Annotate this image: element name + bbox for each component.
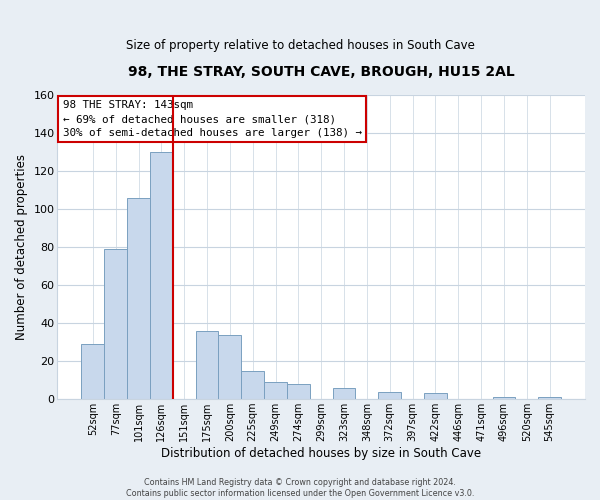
- Bar: [218, 334, 241, 399]
- Bar: [196, 331, 218, 399]
- Bar: [287, 384, 310, 399]
- Bar: [241, 370, 264, 399]
- Bar: [379, 392, 401, 399]
- Text: 98 THE STRAY: 143sqm
← 69% of detached houses are smaller (318)
30% of semi-deta: 98 THE STRAY: 143sqm ← 69% of detached h…: [63, 100, 362, 138]
- Bar: [264, 382, 287, 399]
- Bar: [493, 398, 515, 399]
- Title: 98, THE STRAY, SOUTH CAVE, BROUGH, HU15 2AL: 98, THE STRAY, SOUTH CAVE, BROUGH, HU15 …: [128, 65, 515, 79]
- Bar: [82, 344, 104, 399]
- Bar: [332, 388, 355, 399]
- X-axis label: Distribution of detached houses by size in South Cave: Distribution of detached houses by size …: [161, 447, 481, 460]
- Bar: [150, 152, 173, 399]
- Text: Size of property relative to detached houses in South Cave: Size of property relative to detached ho…: [125, 40, 475, 52]
- Y-axis label: Number of detached properties: Number of detached properties: [15, 154, 28, 340]
- Bar: [424, 394, 447, 399]
- Bar: [538, 398, 561, 399]
- Bar: [104, 249, 127, 399]
- Bar: [127, 198, 150, 399]
- Text: Contains HM Land Registry data © Crown copyright and database right 2024.
Contai: Contains HM Land Registry data © Crown c…: [126, 478, 474, 498]
